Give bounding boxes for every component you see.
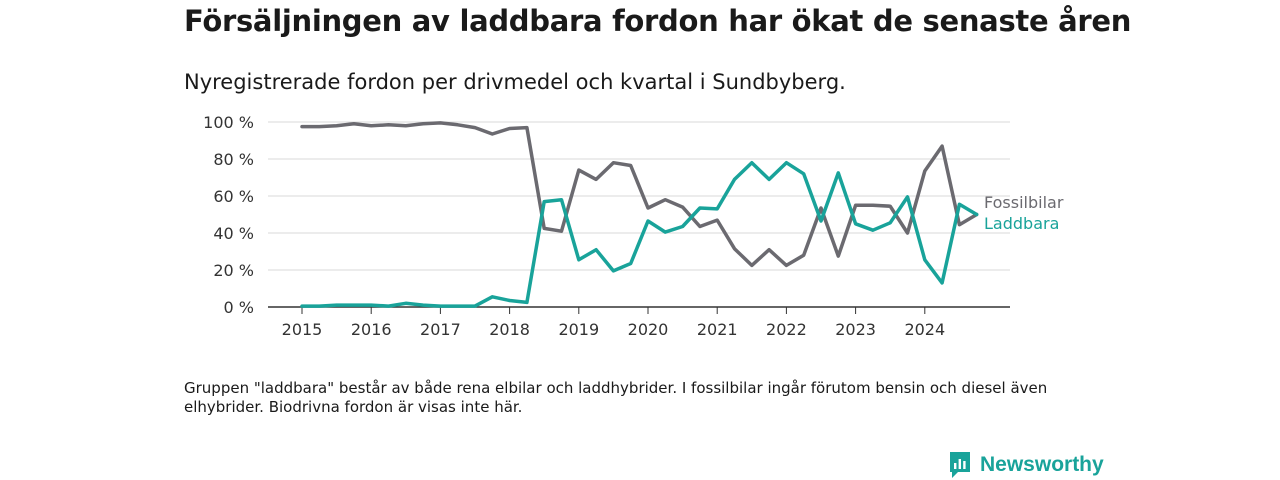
y-tick-label: 60 % (213, 187, 254, 206)
x-tick-label: 2023 (835, 320, 876, 339)
series-line-fossilbilar (300, 121, 979, 268)
x-tick-label: 2020 (628, 320, 669, 339)
chart-title: Försäljningen av laddbara fordon har öka… (184, 4, 1132, 38)
x-tick-label: 2021 (697, 320, 738, 339)
x-tick-label: 2017 (420, 320, 461, 339)
y-tick-label: 0 % (224, 298, 254, 317)
x-tick-label: 2015 (282, 320, 323, 339)
x-tick-label: 2024 (904, 320, 945, 339)
x-tick-label: 2018 (489, 320, 530, 339)
x-axis: 2015 2016 2017 2018 2019 2020 2021 2022 2023 2024 (268, 306, 1010, 339)
line-chart: 0 %20 %40 %60 %80 %100 % 2015 2016 2017 201… (203, 113, 1064, 339)
series-line-laddbara (300, 160, 979, 308)
x-tick-label: 2016 (351, 320, 392, 339)
newsworthy-logo-icon (950, 452, 970, 478)
footnote: Gruppen "laddbara" består av både rena e… (184, 379, 1048, 416)
brand-logo: Newsworthy (948, 450, 1104, 480)
brand-name: Newsworthy (980, 453, 1104, 476)
y-tick-label: 20 % (213, 261, 254, 280)
y-tick-label: 40 % (213, 224, 254, 243)
y-tick-label: 100 % (203, 113, 254, 132)
legend-label-laddbara: Laddbara (984, 214, 1059, 233)
x-tick-label: 2019 (558, 320, 599, 339)
x-tick-label: 2022 (766, 320, 807, 339)
y-axis: 0 % 20 % 40 % 60 % 80 % 100 % (203, 113, 254, 317)
legend-label-fossilbilar: Fossilbilar (984, 193, 1064, 212)
series-lines (300, 121, 979, 308)
chart-subtitle: Nyregistrerade fordon per drivmedel och … (184, 70, 846, 94)
grid-lines (268, 121, 1010, 271)
y-tick-label: 80 % (213, 150, 254, 169)
legend: Fossilbilar Laddbara (984, 193, 1064, 233)
